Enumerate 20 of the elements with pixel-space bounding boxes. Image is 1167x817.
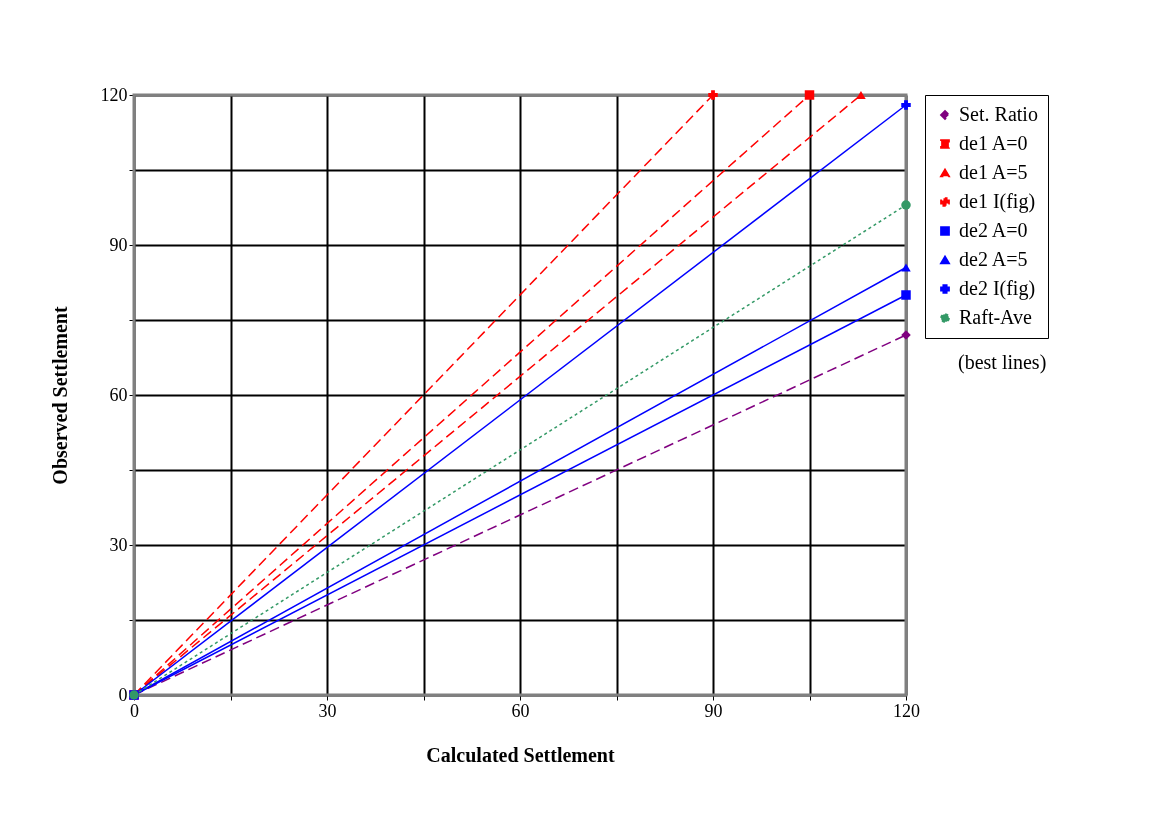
- y-axis-title: Observed Settlement: [48, 306, 71, 485]
- legend-label: de1 A=0: [959, 132, 1028, 154]
- legend-label: de2 A=5: [959, 248, 1028, 270]
- x-axis-title: Calculated Settlement: [426, 743, 615, 766]
- legend-label: de2 A=0: [959, 219, 1028, 241]
- legend-label: Set. Ratio: [959, 103, 1038, 125]
- x-tick-label: 60: [511, 700, 530, 721]
- x-tick-label: 30: [318, 700, 337, 721]
- x-tick-label: 120: [893, 700, 920, 721]
- legend-label: de2 I(fig): [959, 277, 1036, 300]
- y-tick-label: 0: [118, 684, 128, 705]
- legend-label: de1 I(fig): [959, 190, 1036, 213]
- x-tick-label: 90: [704, 700, 723, 721]
- legend-label: Raft-Ave: [959, 306, 1033, 328]
- y-tick-label: 30: [109, 534, 128, 555]
- y-tick-label: 60: [109, 384, 128, 405]
- y-tick-label: 120: [100, 84, 128, 105]
- y-tick-label: 90: [109, 234, 128, 255]
- text: (best lines): [958, 351, 1047, 374]
- legend-label: de1 A=5: [959, 161, 1028, 183]
